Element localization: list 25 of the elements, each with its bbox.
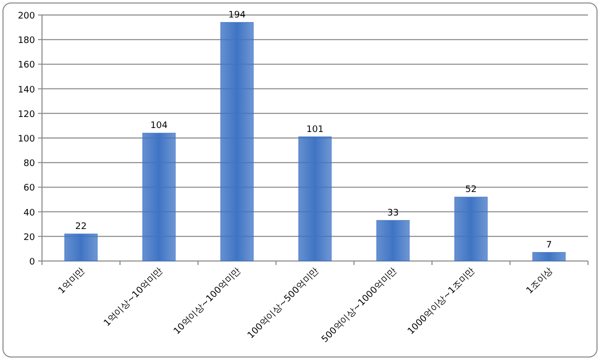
y-tick-label: 180: [18, 36, 36, 46]
y-tick-label: 160: [18, 60, 36, 71]
y-tick-label: 140: [18, 85, 36, 96]
data-label: 7: [546, 240, 552, 250]
bar: [142, 132, 176, 262]
data-label: 194: [228, 10, 246, 20]
y-tick-label: 60: [24, 184, 36, 194]
y-tick-label: 40: [24, 208, 36, 218]
bar: [220, 22, 254, 262]
data-label: 52: [465, 185, 477, 196]
y-tick-label: 0: [29, 258, 36, 268]
bar: [298, 136, 332, 262]
data-label: 101: [306, 124, 324, 135]
bar: [64, 234, 98, 262]
data-label: 22: [75, 222, 87, 232]
bar: [454, 196, 488, 262]
y-tick-label: 120: [18, 110, 36, 120]
data-label: 33: [387, 208, 399, 218]
bar: [532, 252, 566, 262]
bar: [376, 220, 410, 262]
y-tick-label: 100: [18, 134, 36, 144]
data-label: 104: [150, 121, 168, 132]
y-tick-label: 80: [24, 159, 36, 170]
y-tick-label: 200: [18, 12, 36, 22]
y-tick-label: 20: [24, 232, 36, 243]
